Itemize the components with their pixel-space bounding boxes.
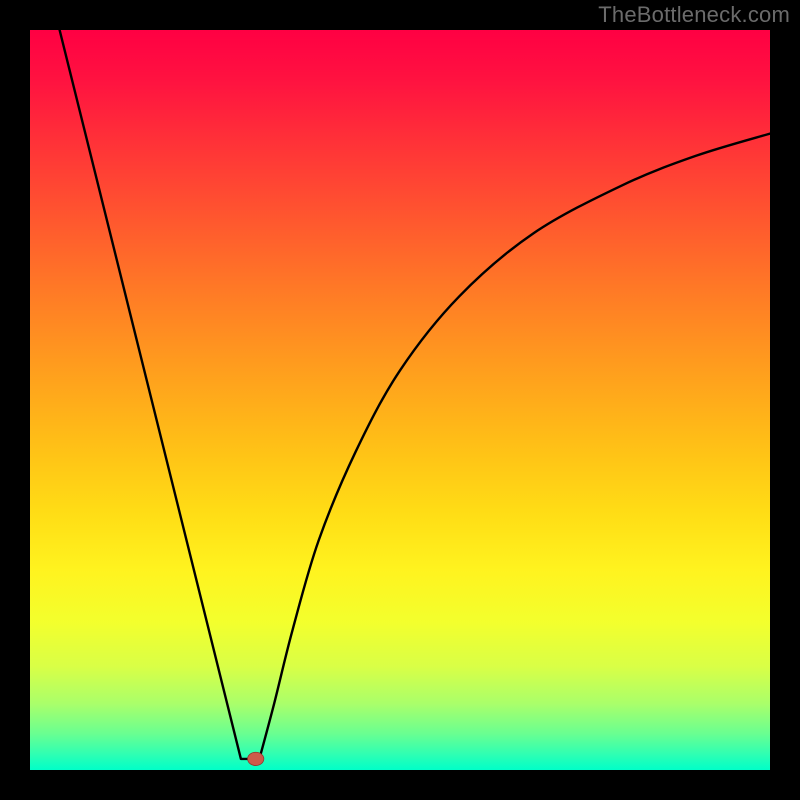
watermark-text: TheBottleneck.com <box>598 2 790 28</box>
plot-area <box>30 30 770 770</box>
chart-root: TheBottleneck.com <box>0 0 800 800</box>
plot-svg <box>30 30 770 770</box>
min-marker <box>248 752 264 765</box>
gradient-background <box>30 30 770 770</box>
